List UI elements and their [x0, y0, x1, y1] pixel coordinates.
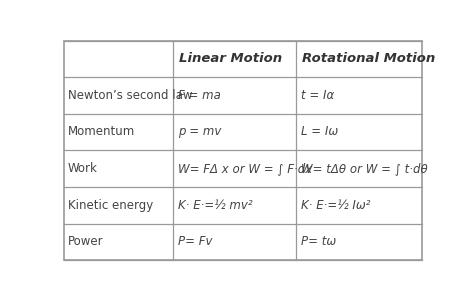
Text: Rotational Motion: Rotational Motion: [301, 52, 435, 65]
Text: t = Iα: t = Iα: [301, 89, 334, 102]
Text: P= tω: P= tω: [301, 235, 336, 248]
Text: Momentum: Momentum: [68, 125, 135, 139]
Text: p = mv: p = mv: [178, 125, 221, 139]
Text: Power: Power: [68, 235, 104, 248]
Text: W= FΔ x or W = ∫ F·dx: W= FΔ x or W = ∫ F·dx: [178, 162, 312, 175]
Text: Kinetic energy: Kinetic energy: [68, 199, 153, 212]
Text: F = ma: F = ma: [178, 89, 220, 102]
Text: Linear Motion: Linear Motion: [179, 52, 282, 65]
Text: K· E·=½ mv²: K· E·=½ mv²: [178, 199, 252, 212]
Text: L = Iω: L = Iω: [301, 125, 338, 139]
Text: P= Fv: P= Fv: [178, 235, 212, 248]
Text: Work: Work: [68, 162, 98, 175]
Text: Newton’s second law: Newton’s second law: [68, 89, 192, 102]
Text: W= tΔθ or W = ∫ t·dθ: W= tΔθ or W = ∫ t·dθ: [301, 162, 428, 175]
Text: K· E·=½ Iω²: K· E·=½ Iω²: [301, 199, 370, 212]
